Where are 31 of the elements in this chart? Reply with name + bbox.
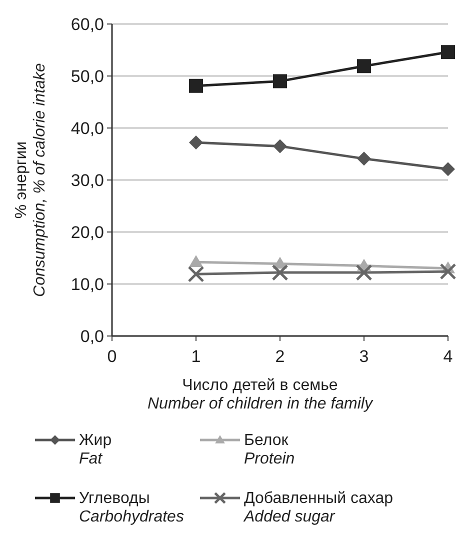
y-tick-label: 20,0 xyxy=(70,222,104,242)
point xyxy=(356,264,372,281)
legend-label: Добавленный сахар Added sugar xyxy=(243,490,394,526)
point xyxy=(441,162,455,176)
legend-label: Углеводы Carbohydrates xyxy=(79,490,184,526)
point xyxy=(441,45,455,60)
x-tick-label: 2 xyxy=(275,347,285,366)
point xyxy=(189,255,203,268)
x-tick-label: 3 xyxy=(359,347,369,366)
point xyxy=(440,263,456,280)
x-tick-label: 1 xyxy=(191,347,201,366)
point xyxy=(188,266,204,282)
y-tick-label: 0,0 xyxy=(80,326,104,346)
y-tick-label: 60,0 xyxy=(70,14,104,34)
legend-label: Белок Protein xyxy=(244,432,295,468)
y-tick-label: 40,0 xyxy=(70,118,104,138)
point xyxy=(273,74,287,88)
y-tick-label: 10,0 xyxy=(70,274,104,294)
point xyxy=(357,59,371,74)
point xyxy=(189,78,203,93)
point xyxy=(189,136,203,150)
x-axis-title: Число детей в семье Number of children in the family xyxy=(148,377,374,412)
point xyxy=(273,139,287,154)
x-tick-label: 4 xyxy=(443,347,453,366)
y-tick-label: 30,0 xyxy=(70,170,104,190)
point xyxy=(272,264,288,281)
legend-label: Жир Fat xyxy=(79,432,112,468)
point xyxy=(357,152,371,166)
y-axis-title: % энергии Consumption, % of calorie intake xyxy=(13,62,48,297)
x-tick-label: 0 xyxy=(107,347,117,366)
y-tick-label: 50,0 xyxy=(70,66,104,86)
